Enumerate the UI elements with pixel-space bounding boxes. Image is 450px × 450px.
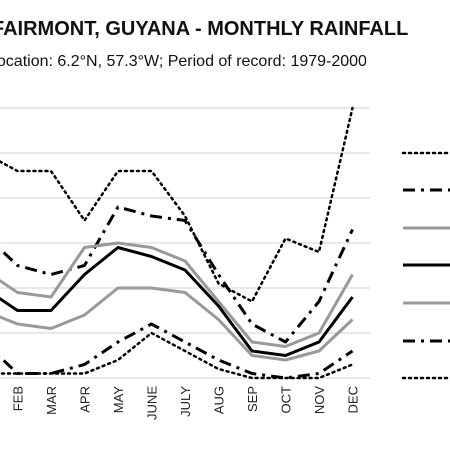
series-line-3 xyxy=(0,241,354,348)
gridlines xyxy=(0,107,370,379)
series-line-5 xyxy=(0,286,354,362)
x-tick-label: NOV xyxy=(312,386,327,415)
series-line-7 xyxy=(0,331,354,380)
x-tick-label: AUG xyxy=(212,386,227,414)
x-tick-label: APR xyxy=(78,386,93,413)
x-tick-label: JUNE xyxy=(145,386,160,420)
x-tick-label: OCT xyxy=(279,386,294,414)
series-lines xyxy=(0,106,354,380)
x-axis-ticks: JANFEBMARAPRMAYJUNEJULYAUGSEPOCTNOVDEC xyxy=(11,386,361,420)
x-tick-label: SEP xyxy=(245,386,260,412)
chart-subtitle: Location: 6.2°N, 57.3°W; Period of recor… xyxy=(0,53,367,70)
x-tick-label: MAR xyxy=(44,386,59,415)
chart-title: FAIRMONT, GUYANA - MONTHLY RAINFALL xyxy=(0,18,409,40)
legend xyxy=(401,151,450,380)
series-line-4 xyxy=(0,246,354,357)
x-tick-label: FEB xyxy=(11,386,26,411)
x-tick-label: DEC xyxy=(346,386,361,413)
x-tick-label: MAY xyxy=(111,386,126,414)
x-tick-label: JULY xyxy=(178,386,193,417)
series-line-2 xyxy=(0,205,354,344)
series-line-1 xyxy=(0,106,354,303)
